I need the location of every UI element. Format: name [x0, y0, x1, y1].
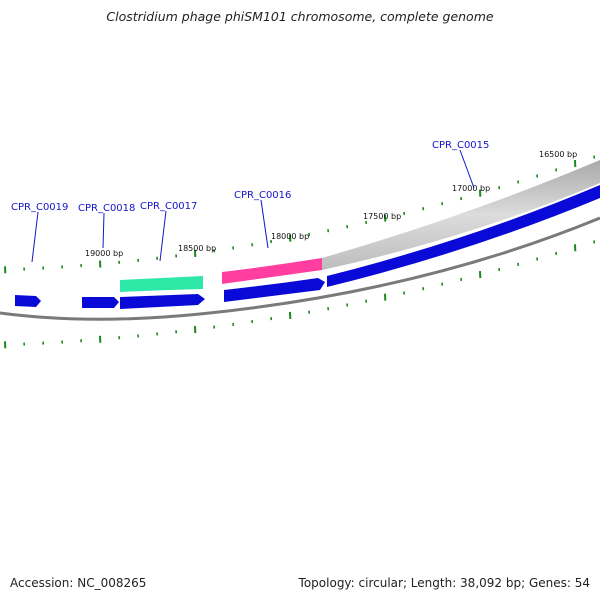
bp-label-18500: 18500 bp [178, 244, 216, 253]
bp-label-16500: 16500 bp [539, 150, 577, 159]
inner-tick-ring [4, 240, 596, 349]
gene-label-cpr-c0017[interactable]: CPR_C0017 [140, 201, 197, 212]
bp-label-17500: 17500 bp [363, 212, 401, 221]
gene-label-cpr-c0019[interactable]: CPR_C0019 [11, 202, 68, 213]
gene-label-leader [260, 199, 269, 249]
gene-arrow[interactable] [327, 185, 600, 287]
gene-label-leader [459, 149, 475, 189]
gene-label-leader [31, 211, 39, 263]
bp-label-18000: 18000 bp [271, 232, 309, 241]
accession-text: Accession: NC_008265 [10, 576, 147, 590]
gene-track [15, 185, 600, 309]
gene-label-cpr-c0018[interactable]: CPR_C0018 [78, 203, 135, 214]
highlight-arc-gray [322, 160, 600, 270]
gene-arrow[interactable] [82, 297, 119, 308]
bp-label-19000: 19000 bp [85, 249, 123, 258]
map-title: Clostridium phage phiSM101 chromosome, c… [106, 9, 494, 24]
gene-arrow[interactable] [15, 295, 41, 307]
gene-arrow[interactable] [224, 278, 325, 302]
gene-label-leader [159, 210, 167, 262]
topology-text: Topology: circular; Length: 38,092 bp; G… [298, 576, 590, 590]
gene-label-cpr-c0016[interactable]: CPR_C0016 [234, 190, 291, 201]
highlight-arc-teal [120, 276, 203, 292]
highlight-arc-pink [222, 258, 322, 284]
chromosome-backbone [0, 216, 600, 321]
bp-label-17000: 17000 bp [452, 184, 490, 193]
gene-arrow[interactable] [120, 294, 205, 309]
gene-label-leader [102, 212, 105, 249]
gene-label-cpr-c0015[interactable]: CPR_C0015 [432, 140, 489, 151]
outer-tick-ring [4, 155, 596, 274]
